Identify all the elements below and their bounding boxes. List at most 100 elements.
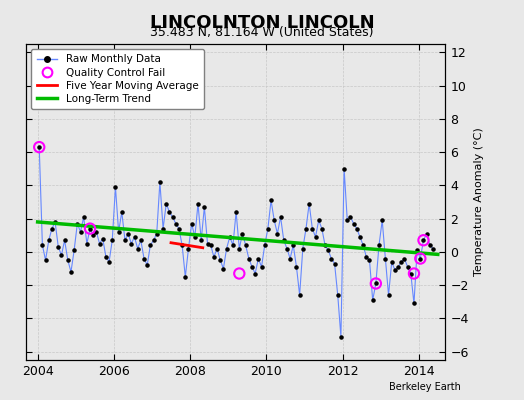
Point — [70, 247, 78, 254]
Point — [134, 245, 142, 252]
Point — [108, 237, 116, 244]
Point — [305, 200, 313, 207]
Point — [264, 226, 272, 232]
Point — [302, 226, 310, 232]
Point — [54, 244, 62, 250]
Point — [340, 166, 348, 172]
Point — [168, 214, 177, 220]
Point — [213, 245, 221, 252]
Point — [188, 220, 196, 227]
Point — [117, 209, 126, 215]
Point — [368, 297, 377, 303]
Point — [384, 292, 392, 298]
Point — [343, 217, 352, 224]
Point — [378, 217, 386, 224]
Point — [353, 226, 361, 232]
Point — [276, 214, 285, 220]
Point — [99, 235, 107, 242]
Point — [397, 259, 406, 265]
Point — [140, 255, 148, 262]
Point — [95, 240, 104, 247]
Point — [127, 240, 136, 247]
Point — [206, 242, 215, 248]
Point — [51, 219, 59, 225]
Point — [286, 255, 294, 262]
Point — [92, 229, 101, 235]
Point — [102, 254, 110, 260]
Point — [181, 274, 190, 280]
Point — [121, 237, 129, 244]
Point — [419, 237, 428, 244]
Point — [394, 264, 402, 270]
Point — [410, 300, 418, 307]
Point — [229, 242, 237, 248]
Point — [197, 237, 205, 244]
Point — [318, 226, 326, 232]
Point — [422, 230, 431, 237]
Point — [111, 184, 119, 190]
Point — [391, 267, 399, 273]
Point — [174, 226, 183, 232]
Point — [245, 255, 253, 262]
Point — [350, 220, 358, 227]
Point — [226, 234, 234, 240]
Point — [203, 240, 212, 247]
Point — [235, 245, 244, 252]
Point — [194, 200, 202, 207]
Point — [232, 209, 241, 215]
Point — [267, 197, 275, 204]
Point — [388, 259, 396, 265]
Point — [130, 234, 139, 240]
Point — [429, 245, 437, 252]
Point — [86, 226, 94, 232]
Point — [242, 242, 250, 248]
Point — [425, 242, 434, 248]
Point — [216, 257, 224, 264]
Point — [152, 230, 161, 237]
Point — [416, 255, 424, 262]
Point — [419, 237, 428, 244]
Point — [359, 242, 367, 248]
Text: LINCOLNTON LINCOLN: LINCOLNTON LINCOLN — [150, 14, 374, 32]
Point — [356, 234, 364, 240]
Point — [410, 270, 418, 277]
Point — [105, 259, 113, 265]
Point — [86, 226, 94, 232]
Point — [191, 234, 199, 240]
Point — [400, 255, 409, 262]
Point — [143, 262, 151, 268]
Point — [60, 237, 69, 244]
Point — [63, 257, 72, 264]
Point — [114, 229, 123, 235]
Point — [146, 242, 155, 248]
Point — [80, 214, 88, 220]
Point — [324, 247, 332, 254]
Point — [235, 270, 244, 277]
Point — [210, 254, 218, 260]
Point — [137, 237, 145, 244]
Point — [375, 242, 383, 248]
Point — [334, 292, 342, 298]
Point — [372, 280, 380, 287]
Point — [165, 209, 173, 215]
Point — [299, 245, 307, 252]
Point — [372, 280, 380, 287]
Point — [292, 264, 301, 270]
Point — [200, 204, 209, 210]
Point — [73, 220, 82, 227]
Point — [178, 242, 187, 248]
Point — [311, 234, 320, 240]
Point — [416, 255, 424, 262]
Y-axis label: Temperature Anomaly (°C): Temperature Anomaly (°C) — [474, 128, 484, 276]
Point — [35, 144, 43, 150]
Point — [346, 214, 355, 220]
Point — [407, 270, 415, 277]
Point — [38, 242, 47, 248]
Point — [273, 230, 281, 237]
Point — [162, 200, 170, 207]
Point — [337, 334, 345, 340]
Point — [45, 237, 53, 244]
Point — [159, 226, 167, 232]
Point — [413, 247, 421, 254]
Point — [283, 245, 291, 252]
